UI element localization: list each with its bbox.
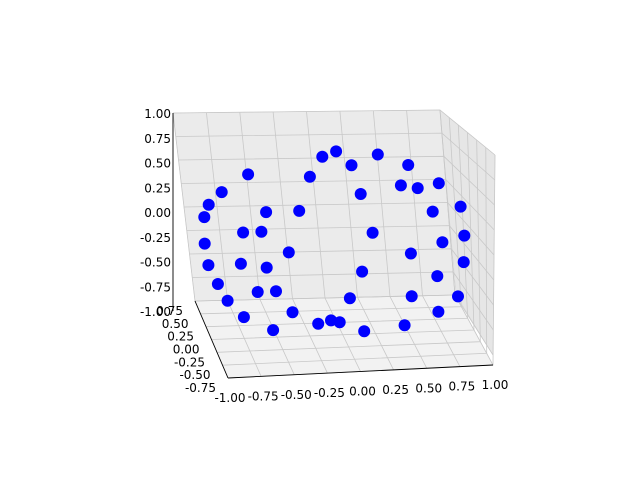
data-point bbox=[431, 270, 444, 283]
data-point bbox=[330, 145, 343, 158]
grid-line-y bbox=[222, 147, 488, 366]
data-point bbox=[282, 246, 295, 259]
grid-line-z bbox=[183, 202, 495, 256]
z-tick-label: -1.00 bbox=[140, 305, 171, 319]
data-point bbox=[458, 229, 471, 242]
data-point bbox=[198, 211, 211, 224]
data-point bbox=[303, 170, 316, 183]
data-point bbox=[356, 265, 369, 278]
z-tick-label: 0.25 bbox=[144, 181, 171, 195]
x-tick-label: -0.50 bbox=[281, 388, 312, 402]
data-point bbox=[202, 198, 215, 211]
y-tick-label: 0.25 bbox=[167, 330, 194, 344]
data-point bbox=[267, 324, 280, 337]
y-tick-label: -0.75 bbox=[185, 381, 216, 395]
z-tick-label: 0.00 bbox=[144, 206, 171, 220]
data-point bbox=[333, 316, 346, 329]
back-pane bbox=[172, 109, 456, 302]
y-axis-line bbox=[194, 300, 229, 379]
data-point bbox=[371, 148, 384, 161]
grid-line-y bbox=[211, 132, 475, 340]
x-tick-label: 0.00 bbox=[349, 385, 376, 399]
z-tick-label: -0.50 bbox=[140, 256, 171, 270]
data-point bbox=[251, 286, 264, 298]
x-tick-label: -0.25 bbox=[314, 386, 345, 400]
data-point bbox=[354, 188, 367, 200]
x-tick-label: -1.00 bbox=[214, 391, 245, 405]
data-point bbox=[394, 179, 407, 192]
grid-line-z bbox=[178, 155, 495, 206]
data-point bbox=[260, 261, 273, 274]
data-point bbox=[234, 257, 247, 270]
data-point bbox=[366, 226, 379, 239]
data-point bbox=[221, 294, 234, 307]
data-point bbox=[457, 256, 470, 269]
tick-labels: -1.00 -0.75 -0.50 -0.25 0.00 0.25 0.50 0.75 1.00… bbox=[140, 107, 508, 405]
data-point bbox=[202, 259, 215, 272]
data-point bbox=[436, 236, 449, 249]
data-point bbox=[312, 317, 325, 330]
data-point bbox=[432, 177, 445, 190]
grid-line-y bbox=[205, 124, 469, 328]
data-point bbox=[237, 311, 250, 324]
z-tick-label: 0.50 bbox=[144, 157, 171, 171]
data-points bbox=[198, 145, 471, 338]
data-point bbox=[198, 237, 211, 250]
y-tick-label: -0.25 bbox=[174, 355, 205, 369]
data-point bbox=[405, 290, 418, 303]
data-point bbox=[293, 204, 306, 217]
x-tick-label: -0.75 bbox=[248, 389, 279, 403]
data-point bbox=[404, 247, 417, 260]
data-point bbox=[242, 168, 255, 181]
z-tick-label: -0.75 bbox=[140, 280, 171, 294]
x-tick-label: 0.50 bbox=[415, 381, 442, 395]
y-tick-label: 0.00 bbox=[173, 343, 200, 357]
data-point bbox=[411, 182, 424, 195]
data-point bbox=[215, 186, 228, 199]
x-tick-label: 0.25 bbox=[382, 383, 409, 397]
grid-line-z bbox=[189, 248, 494, 306]
y-tick-label: 0.50 bbox=[162, 317, 189, 331]
y-tick-label: -0.50 bbox=[179, 368, 210, 382]
grid-line-y bbox=[216, 139, 481, 353]
data-point bbox=[343, 292, 356, 305]
data-point bbox=[345, 159, 358, 172]
data-point bbox=[454, 200, 467, 213]
axis-lines bbox=[172, 113, 494, 379]
data-point bbox=[432, 305, 445, 318]
data-point bbox=[255, 225, 268, 238]
y-tick-label: 0.75 bbox=[156, 304, 183, 318]
data-point bbox=[316, 150, 329, 163]
data-point bbox=[398, 319, 411, 332]
data-point bbox=[286, 306, 299, 319]
z-tick-label: 0.75 bbox=[144, 132, 171, 146]
z-tick-label: 1.00 bbox=[144, 107, 171, 121]
grid-line-z bbox=[172, 109, 496, 156]
data-point bbox=[211, 278, 224, 290]
data-point bbox=[270, 285, 282, 298]
x-axis-line bbox=[227, 364, 494, 379]
x-tick-label: 0.75 bbox=[449, 380, 476, 394]
grid-line-z bbox=[192, 271, 494, 331]
grid-line-z bbox=[181, 178, 495, 231]
data-point bbox=[358, 325, 371, 338]
x-tick-label: 1.00 bbox=[482, 378, 509, 392]
data-point bbox=[426, 205, 439, 218]
data-point bbox=[237, 226, 250, 239]
grid-line-z bbox=[186, 225, 495, 281]
grid-line-z bbox=[175, 132, 496, 181]
data-point bbox=[402, 159, 415, 171]
data-point bbox=[260, 206, 273, 219]
z-tick-label: -0.25 bbox=[140, 231, 171, 245]
data-point bbox=[452, 290, 464, 303]
